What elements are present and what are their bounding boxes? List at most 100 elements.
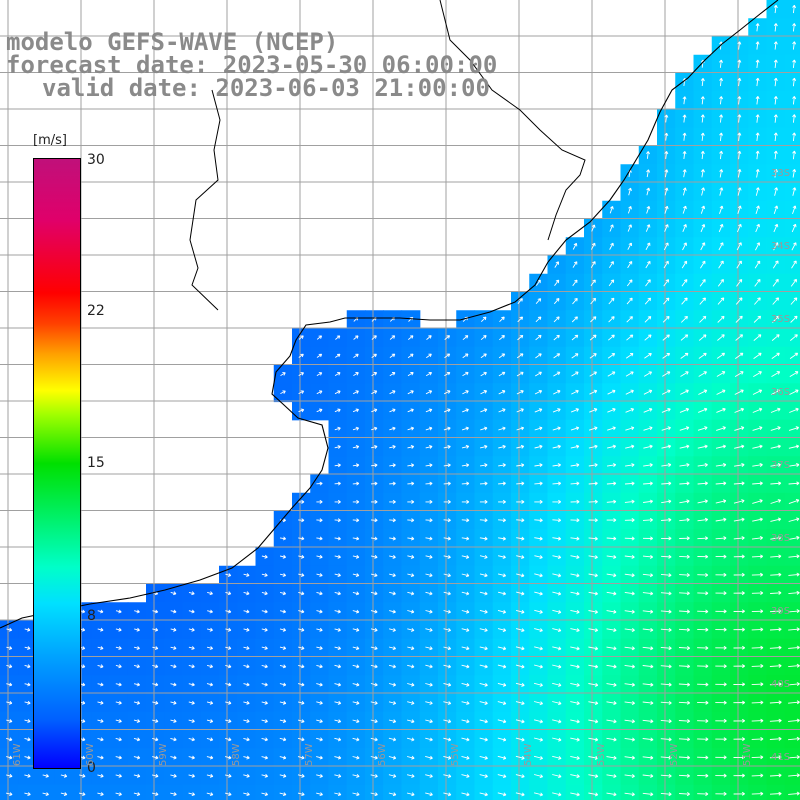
wind-arrow [133,792,141,797]
wind-arrow [480,335,487,341]
wind-arrow [115,737,122,742]
wind-arrow [553,371,561,377]
wind-arrow [517,298,523,304]
wind-arrow [426,353,432,359]
wind-arrow [97,700,104,705]
wind-arrow [517,316,524,323]
speed-cell [529,784,549,800]
wind-arrow [225,627,232,632]
wind-arrow [660,755,672,760]
wind-arrow [388,646,397,651]
wind-arrow [700,242,706,251]
wind-arrow [718,223,724,233]
speed-cell [620,292,640,311]
wind-arrow [552,463,561,468]
wind-arrow [792,77,797,87]
speed-cell [584,328,603,348]
wind-arrow [646,205,651,214]
speed-cell [784,310,800,330]
wind-arrow [97,755,104,760]
wind-arrow [298,353,304,358]
wind-arrow [571,353,579,359]
wind-arrow [751,554,764,559]
wind-arrow [751,645,764,650]
wind-arrow [279,536,287,541]
wind-arrow [425,536,433,541]
wind-arrow [479,719,488,724]
wind-arrow [352,755,360,760]
wind-arrow [737,150,742,160]
wind-arrow [570,755,580,760]
wind-arrow [370,573,378,578]
wind-arrow [627,260,633,269]
wind-arrow [792,168,797,178]
wind-arrow [498,536,506,541]
wind-arrow [769,718,782,723]
wind-arrow [570,628,580,633]
wind-arrow [6,737,13,742]
wind-arrow [606,573,617,578]
wind-arrow [769,663,782,668]
wind-arrow [792,205,797,215]
wind-arrow [789,407,799,413]
wind-arrow [534,481,543,486]
wind-arrow [188,591,195,596]
speed-cell [73,784,92,800]
wind-arrow [588,426,598,431]
wind-arrow [661,389,671,395]
wind-arrow [715,755,727,760]
wind-arrow [737,205,742,214]
speed-cell [584,273,603,293]
wind-arrow [533,682,543,687]
wind-arrow [316,536,323,541]
wind-arrow [678,700,691,705]
wind-arrow [515,664,525,669]
speed-cell [492,784,512,800]
wind-arrow [6,682,13,687]
wind-arrow [788,554,800,559]
wind-arrow [334,573,341,578]
wind-arrow [480,371,487,377]
wind-arrow [279,609,287,614]
wind-arrow [664,187,669,196]
wind-arrow [607,389,616,395]
wind-arrow [371,426,378,431]
speed-cell [784,365,800,384]
wind-arrow [243,737,250,742]
wind-arrow [553,389,561,395]
wind-arrow [733,664,746,669]
wind-arrow [625,426,635,431]
wind-arrow [298,408,305,413]
wind-arrow [388,700,397,705]
wind-arrow [552,646,562,651]
wind-arrow [515,682,525,687]
wind-arrow [516,555,525,559]
wind-arrow [719,169,724,178]
wind-arrow [700,114,705,123]
wind-arrow [716,426,726,431]
wind-arrow [606,774,617,779]
wind-arrow [261,627,268,632]
wind-arrow [388,792,397,797]
wind-arrow [298,646,305,651]
wind-arrow [788,718,800,723]
wind-arrow [790,315,798,323]
wind-arrow [151,792,159,797]
wind-arrow [735,297,743,305]
wind-arrow [188,627,195,632]
wind-arrow [407,408,414,413]
wind-arrow [770,499,782,504]
colorbar-tick-8: 8 [87,608,96,624]
speed-cell [0,784,19,800]
wind-arrow [243,719,250,724]
wind-arrow [479,609,488,614]
wind-arrow [697,773,709,778]
wind-arrow [606,792,617,797]
wind-arrow [298,609,305,614]
wind-arrow [97,719,104,723]
wind-arrow [298,573,305,577]
wind-arrow [370,737,378,742]
wind-arrow [624,481,635,486]
wind-arrow [443,792,452,797]
wind-arrow [698,371,707,377]
